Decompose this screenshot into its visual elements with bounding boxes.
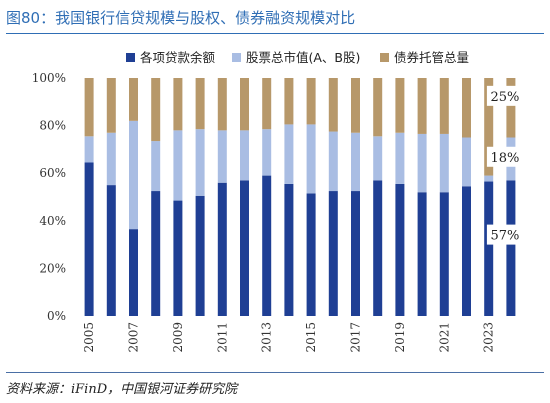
bar-2022-series-1 (462, 137, 471, 187)
y-tick-label: 60% (39, 166, 66, 180)
annotation-box (486, 85, 523, 106)
x-tick-label: 2011 (215, 322, 229, 353)
y-tick-label: 20% (39, 261, 66, 275)
annotation-label: 18% (490, 151, 519, 166)
x-tick-label: 2019 (393, 322, 407, 353)
y-tick-label: 0% (47, 309, 66, 323)
bar-2013-series-0 (262, 175, 272, 316)
x-tick-label: 2013 (260, 322, 274, 353)
bar-2007-series-2 (129, 78, 138, 121)
bar-2022-series-2 (462, 78, 471, 138)
bar-2013-series-2 (262, 78, 272, 130)
bar-2006-series-0 (106, 185, 116, 316)
bar-2021-series-2 (439, 78, 449, 134)
bar-2015-series-0 (306, 193, 316, 316)
bar-2024-series-0 (506, 180, 516, 316)
bar-2011-series-2 (217, 78, 227, 131)
bar-2012-series-0 (240, 180, 249, 316)
bar-2005-series-1 (84, 136, 94, 163)
bar-2012-series-1 (240, 130, 249, 181)
bar-2006-series-1 (106, 132, 116, 186)
y-tick-label: 100% (32, 71, 66, 85)
chart-title: 图80：我国银行信贷规模与股权、债券融资规模对比 (6, 9, 356, 27)
legend-label-1: 股票总市值(A、B股) (246, 50, 360, 65)
x-tick-label: 2021 (437, 322, 451, 353)
bar-2013-series-1 (262, 129, 272, 176)
title-underline (6, 33, 544, 34)
bar-2010-series-2 (195, 78, 205, 130)
bar-2023-series-2 (484, 78, 494, 176)
bar-2021-series-1 (439, 133, 449, 193)
legend-swatch-1 (232, 53, 241, 62)
bar-2016-series-2 (328, 78, 338, 132)
bar-2008-series-1 (151, 141, 161, 192)
bar-2016-series-1 (328, 131, 338, 192)
bar-2020-series-1 (417, 133, 427, 193)
legend-swatch-2 (380, 53, 389, 62)
bar-2018-series-0 (373, 180, 383, 316)
bar-2023-series-0 (484, 181, 494, 316)
annotations: 25% 18% 57% (486, 85, 523, 245)
bar-2021-series-0 (439, 192, 449, 316)
bar-2020-series-2 (417, 78, 427, 134)
bar-2009-series-1 (173, 130, 183, 201)
annotation-box (486, 146, 523, 167)
bar-2015-series-2 (306, 78, 316, 125)
bar-2005-series-2 (84, 78, 94, 137)
bar-2007-series-0 (129, 229, 138, 316)
bar-2022-series-0 (462, 186, 471, 316)
bar-2024-series-2 (506, 78, 516, 138)
bar-2014-series-1 (284, 124, 294, 184)
x-tick-label: 2015 (304, 322, 318, 353)
legend: 各项贷款余额 股票总市值(A、B股) 债券托管总量 (126, 50, 469, 65)
source-divider (6, 372, 544, 373)
bar-2014-series-2 (284, 78, 294, 125)
legend-swatch-0 (126, 53, 135, 62)
stacked-bar-chart: 各项贷款余额 股票总市值(A、B股) 债券托管总量 0% 20% 40% 60% 80% 10… (31, 50, 523, 353)
legend-label-0: 各项贷款余额 (140, 50, 216, 65)
bar-2009-series-2 (173, 78, 183, 131)
bar-2015-series-1 (306, 124, 316, 194)
bar-2010-series-0 (195, 195, 205, 316)
legend-label-2: 债券托管总量 (394, 50, 469, 65)
x-tick-label: 2017 (349, 322, 363, 353)
bar-2019-series-2 (395, 78, 405, 133)
bar-2011-series-1 (217, 130, 227, 183)
bar-2005-series-0 (84, 162, 94, 316)
x-tick-label: 2023 (482, 322, 496, 353)
annotation-box (486, 224, 523, 245)
bar-2017-series-1 (351, 132, 360, 192)
annotation-label: 25% (490, 90, 519, 105)
bar-2012-series-2 (240, 78, 249, 131)
bar-2009-series-0 (173, 200, 183, 316)
bar-2007-series-1 (129, 120, 138, 230)
bar-2020-series-0 (417, 192, 427, 316)
bar-2016-series-0 (328, 191, 338, 316)
bar-2019-series-1 (395, 132, 405, 184)
annotation-label: 57% (490, 229, 519, 244)
bar-2006-series-2 (106, 78, 116, 133)
bar-2018-series-1 (373, 136, 383, 181)
y-tick-label: 40% (39, 214, 66, 228)
y-tick-label: 80% (39, 119, 66, 133)
bar-2018-series-2 (373, 78, 383, 137)
x-tick-label: 2009 (171, 322, 185, 353)
x-axis-tick-labels: 2005 2007 2009 2011 2013 2015 2017 2019 2021 2023 (82, 322, 496, 353)
bar-2017-series-0 (351, 191, 360, 316)
bar-2008-series-0 (151, 191, 161, 316)
x-tick-label: 2007 (127, 322, 141, 353)
bar-2019-series-0 (395, 183, 405, 316)
bar-2011-series-0 (217, 182, 227, 316)
x-tick-label: 2005 (82, 322, 96, 353)
bar-2014-series-0 (284, 183, 294, 316)
bar-2023-series-1 (484, 175, 494, 182)
bar-2017-series-2 (351, 78, 360, 133)
bar-2008-series-2 (151, 78, 161, 142)
bar-groups (84, 78, 516, 316)
y-axis-ticks: 0% 20% 40% 60% 80% 100% (32, 71, 66, 323)
bar-2010-series-1 (195, 129, 205, 196)
source-note: 资料来源：iFinD，中国银河证券研究院 (6, 382, 238, 397)
